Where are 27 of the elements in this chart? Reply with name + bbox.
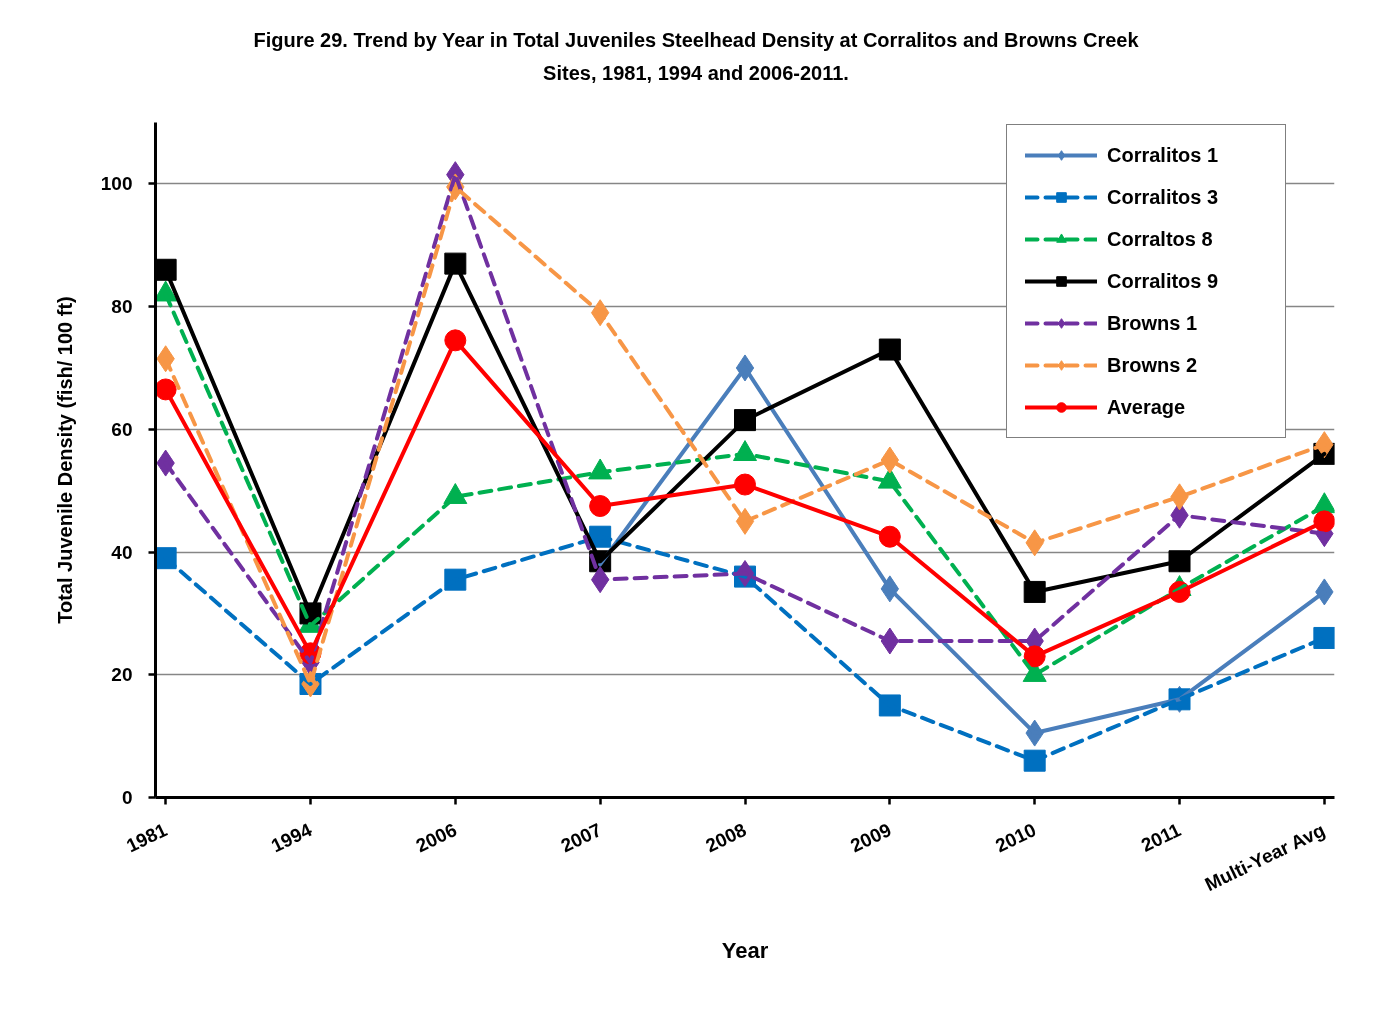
- y-tick-label: 20: [111, 664, 133, 686]
- y-tick-label: 60: [111, 418, 133, 440]
- point: [1313, 626, 1335, 649]
- legend-label: Corralitos 9: [1107, 269, 1220, 293]
- y-axis-title: Total Juvenile Density (fish/ 100 ft): [53, 296, 76, 624]
- chart-title: Figure 29. Trend by Year in Total Juveniles Steelhead Density at Corralitos and Browns Creek Sites, 1981, 1994 and 2006-2011.: [252, 28, 1140, 86]
- legend-label: Average: [1107, 395, 1187, 419]
- x-tick-label: 1981: [123, 818, 171, 857]
- x-tick-label: 2006: [412, 819, 460, 857]
- x-tick-label: 1994: [267, 818, 316, 857]
- point: [1313, 510, 1335, 533]
- point: [878, 694, 901, 717]
- legend-label: Browns 2: [1107, 353, 1199, 377]
- y-tick-label: 40: [111, 541, 133, 563]
- x-tick-label: 2008: [702, 819, 750, 857]
- x-tick-label: 2009: [847, 819, 895, 857]
- y-tick-label: 80: [111, 296, 133, 318]
- x-tick-label: 2010: [992, 819, 1040, 857]
- y-tick-label: 100: [100, 173, 133, 195]
- legend-label: Corralitos 3: [1107, 185, 1220, 209]
- y-tick-label: 0: [121, 787, 133, 808]
- legend-label: Corralitos 1: [1107, 143, 1220, 167]
- legend-label: Browns 1: [1107, 311, 1199, 335]
- x-tick-label: 2007: [557, 819, 605, 857]
- legend-label: Corraltos 8: [1107, 227, 1214, 251]
- x-axis-title: Year: [721, 937, 769, 963]
- x-tick-label: 2011: [1137, 818, 1185, 856]
